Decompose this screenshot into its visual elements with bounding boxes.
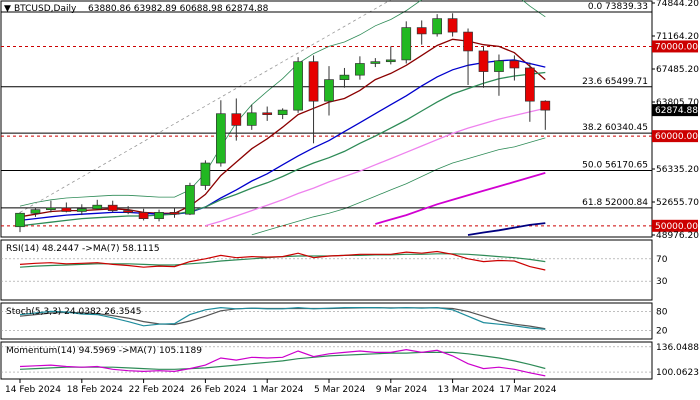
candle-body-12 [200,162,211,186]
rsi-label: RSI(14) 48.2447 ->MA(7) 58.1115 [6,244,160,254]
price-tick-label-5: 52655.70 [656,198,699,208]
time-tick-label-5: 5 Mar 2024 [314,385,366,395]
momentum-layer: 136.0488 100.0623 [1,343,699,378]
candle-body-31 [494,60,504,72]
momentum-ma-tick-1: 100.0623 [656,368,699,378]
candle-body-14 [231,113,242,126]
dashed-trendline [19,0,391,213]
level-label-6: 61.8 52000.84 [582,198,648,208]
price-tick-label-3: 63805.70 [656,98,699,108]
candle-body-26 [416,27,427,35]
time-tick-label-4: 1 Mar 2024 [252,385,304,395]
candle-body-22 [355,63,365,76]
candle-body-3 [61,207,72,212]
ma-fast-line [19,38,546,218]
momentum-pane-frame [0,341,653,380]
stoch-pane-frame [0,302,653,340]
candle-body-4 [76,208,87,212]
level-tag-label-1: 70000.00 [655,42,698,52]
current-price-tag [652,104,698,117]
level-tag-7 [652,219,698,232]
candle-body-13 [216,113,226,164]
time-tick-label-6: 9 Mar 2024 [376,385,428,395]
candle-body-30 [478,50,489,72]
ma-mid-line [19,59,546,222]
stoch-d-tick-1: 20 [656,327,668,337]
candle-body-28 [447,18,458,33]
price-pane-frame [0,0,653,238]
candle-body-32 [509,60,520,69]
bollinger-upper-line [19,0,546,207]
current-price-label: 62874.88 [655,106,698,116]
momentum-ma-line [19,351,546,370]
time-tick-label-2: 22 Feb 2024 [129,385,185,395]
momentum-ma-tick-0: 136.0488 [656,343,699,353]
ma-green-line [19,71,546,227]
level-tag-4 [652,130,698,143]
stoch-k-line [19,306,546,330]
rsi-line [19,250,546,271]
candle-body-18 [293,61,303,111]
time-tick-label-0: 14 Feb 2024 [5,385,61,395]
candle-body-16 [262,112,273,115]
level-tag-label-4: 60000.00 [655,132,698,142]
price-tick-label-2: 67485.20 [656,65,699,75]
level-label-5: 50.0 56170.65 [582,160,648,170]
candle-body-7 [123,210,134,213]
time-tick-label-8: 17 Mar 2024 [499,385,556,395]
ma-violet-line [205,107,546,227]
price-tick-label-0: 74844.20 [656,0,699,9]
level-label-2: 23.6 65499.71 [582,77,648,87]
candle-body-11 [185,185,195,215]
time-tick-label-7: 13 Mar 2024 [438,385,495,395]
bollinger-lower-line [251,137,546,236]
momentum-label: Momentum(14) 94.5969 ->MA(7) 105.1189 [6,346,202,356]
rsi-pane-frame [0,239,653,301]
candle-body-27 [432,18,442,35]
stoch-d-tick-0: 80 [656,307,668,317]
candle-body-21 [339,74,350,80]
level-tag-label-7: 50000.00 [655,222,698,232]
level-tag-1 [652,40,698,53]
level-label-3: 38.2 60340.45 [582,123,648,133]
candle-body-20 [324,79,334,102]
time-tick-label-1: 18 Feb 2024 [67,385,123,395]
momentum-line [19,348,546,377]
candle-body-6 [107,204,118,211]
candle-body-5 [92,204,103,210]
level-label-0: 0.0 73839.33 [588,2,648,12]
candle-body-17 [277,109,288,115]
candle-body-24 [385,59,396,63]
candle-body-9 [154,212,164,219]
candle-body-8 [138,212,149,219]
candle-body-2 [46,207,56,211]
candle-body-25 [401,27,412,61]
header-arrow-icon: ▼ [4,4,11,14]
price-tick-label-4: 56335.20 [656,165,699,175]
candle-body-15 [246,112,257,126]
price-layer: 0.0 73839.33 70000.00 23.6 65499.71 38.2 60… [1,0,699,241]
header-ohlc: 63880.86 63982.89 60688.98 62874.88 [88,4,269,14]
candle-body-0 [15,212,25,228]
candle-body-29 [463,31,473,52]
candle-body-33 [524,67,535,102]
ma-magenta-line [375,172,546,225]
stoch-layer: 80 20 [1,306,668,337]
candle-body-19 [308,61,319,102]
ma-navy-line [467,222,546,236]
time-axis: 14 Feb 2024 18 Feb 2024 22 Feb 2024 26 Feb … [5,379,557,395]
candle-body-10 [169,212,180,215]
time-tick-label-3: 26 Feb 2024 [190,385,246,395]
stoch-label: Stoch(5,3,3) 24.0382 26.3545 [6,307,141,317]
rsi-layer: 70 30 [1,250,668,287]
candle-body-34 [540,100,551,111]
header-symbol: BTCUSD,Daily [14,4,77,14]
rsi-ma-tick-0: 70 [656,255,668,265]
candle-body-23 [370,61,381,64]
candle-body-1 [30,209,41,214]
price-tick-label-1: 71164.20 [656,32,699,42]
price-tick-label-6: 48976.20 [656,231,699,241]
rsi-ma-tick-1: 30 [656,277,668,287]
